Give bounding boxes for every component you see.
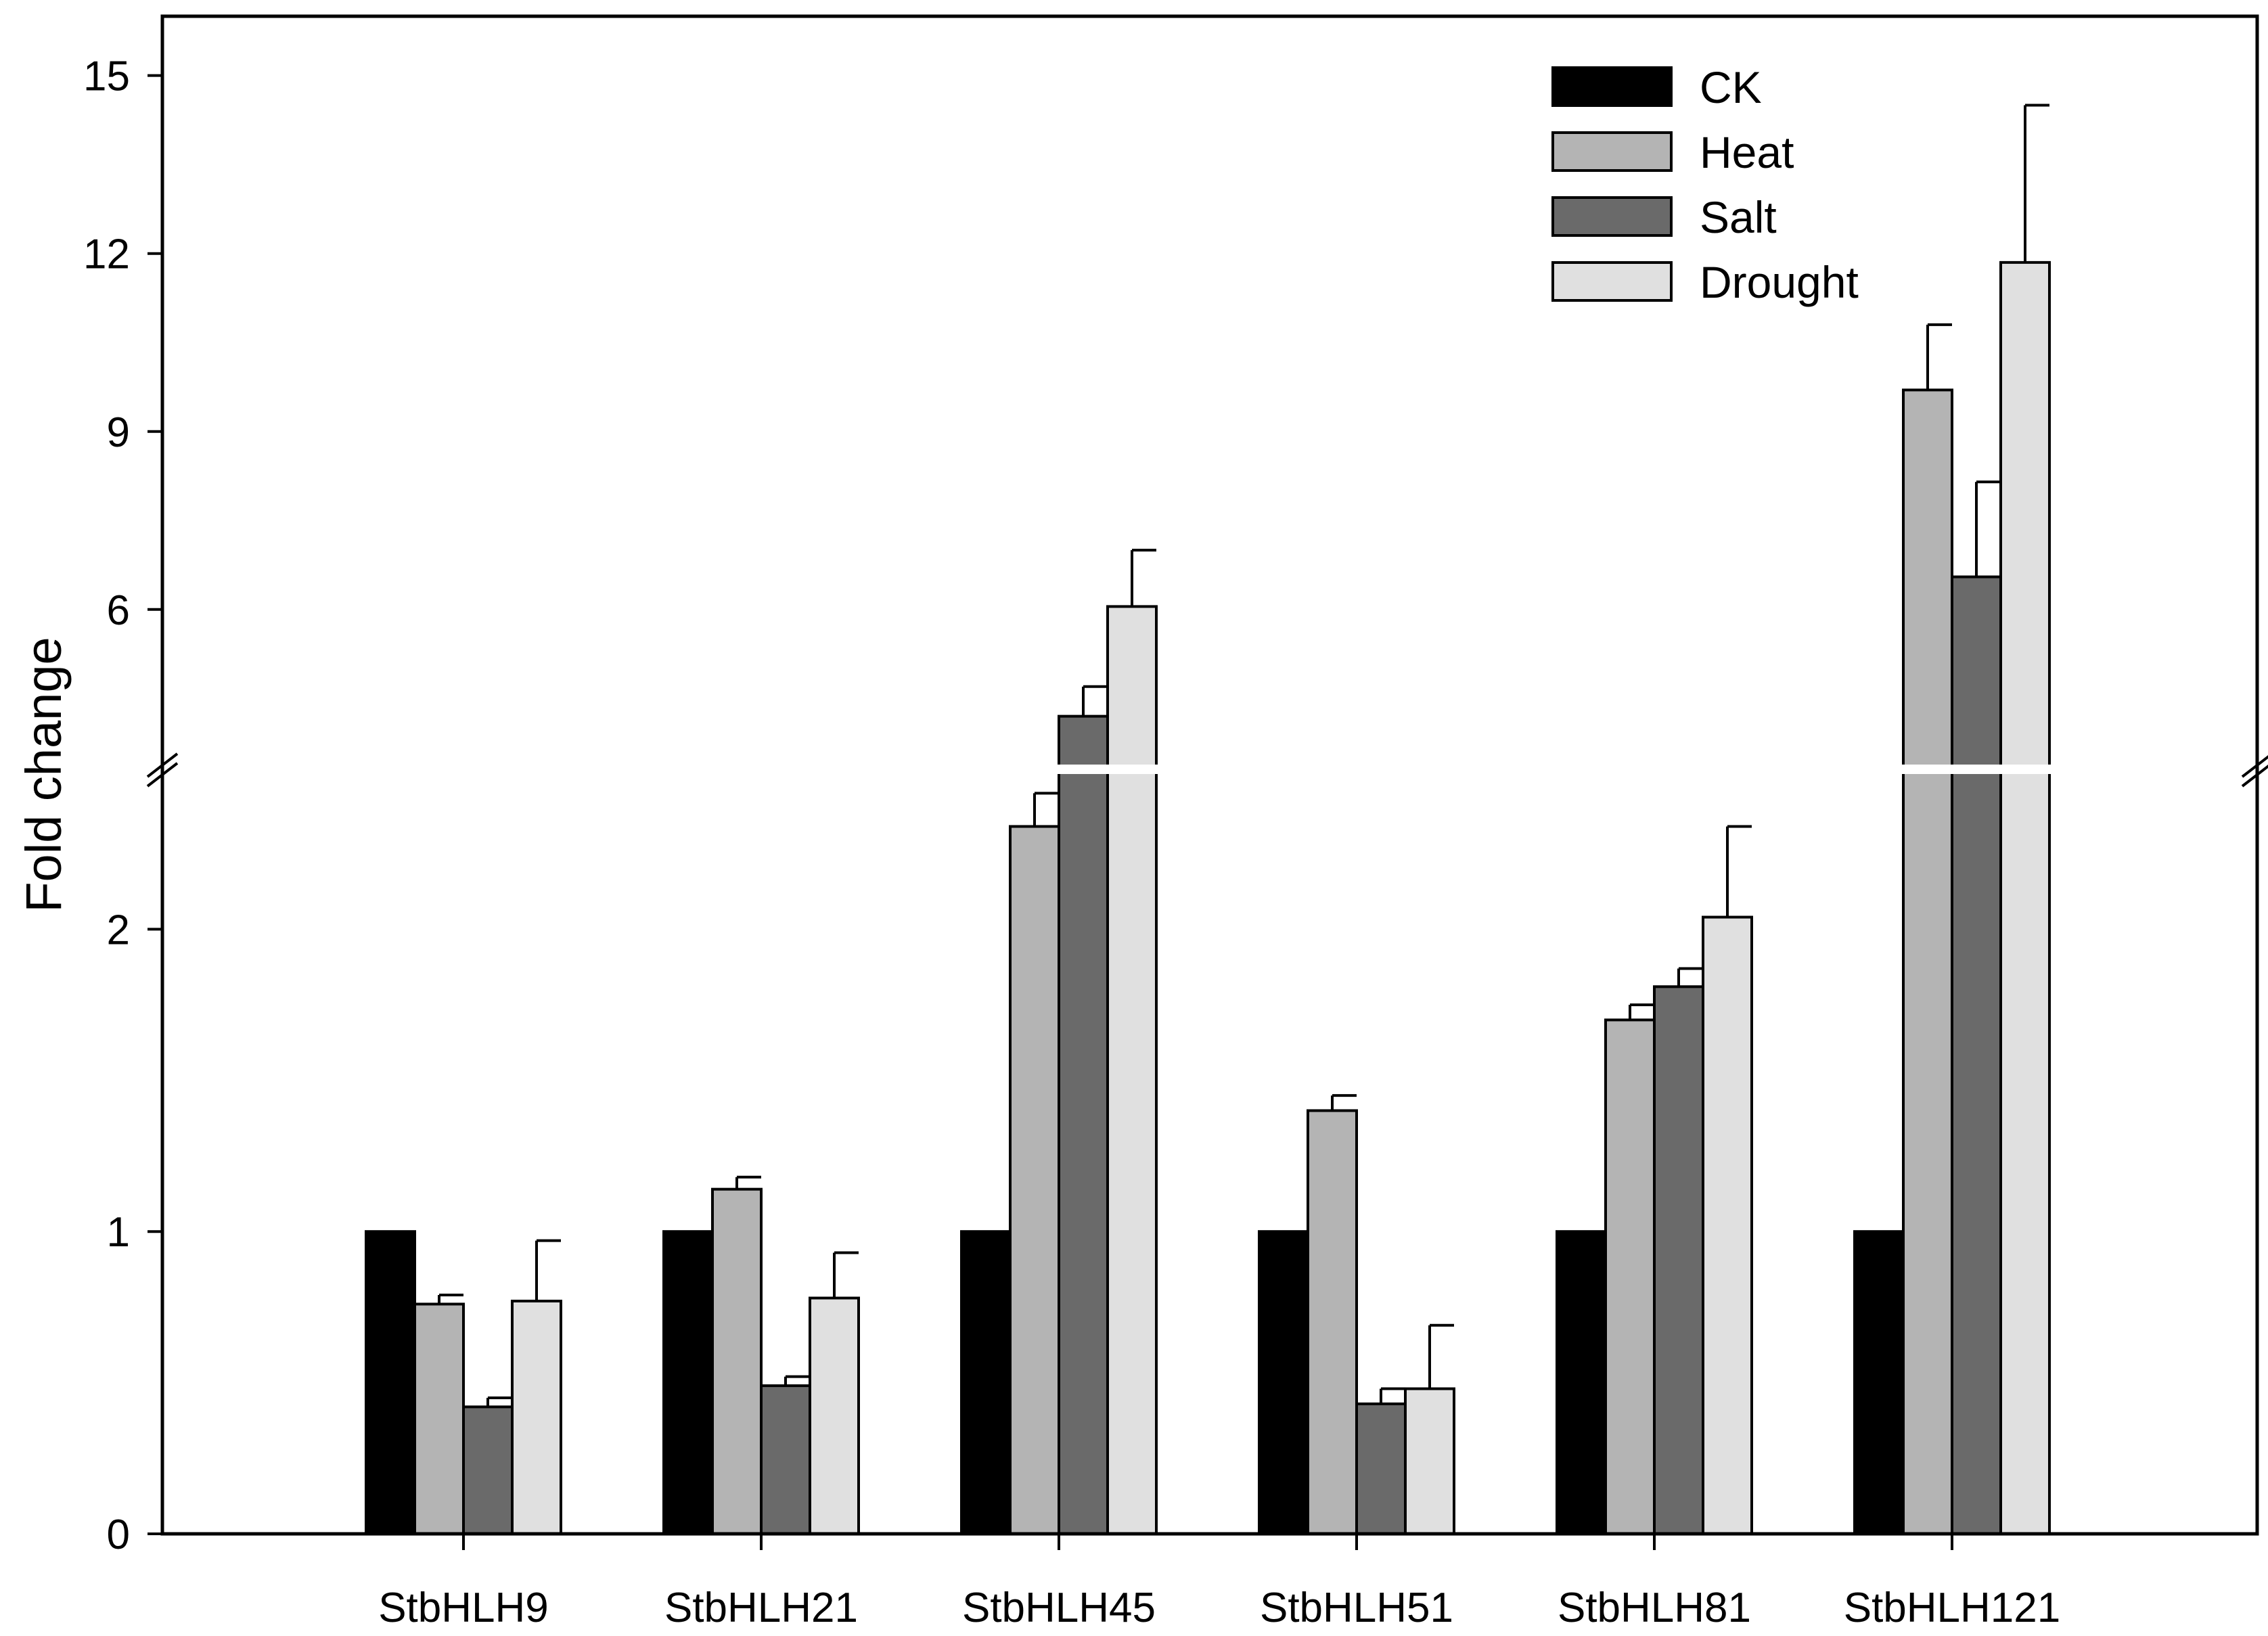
error-bar-drought-stbhlh81 (1726, 825, 1752, 917)
legend-entry-ck: CK (1551, 62, 1762, 112)
bar-ck-stbhlh9 (365, 1230, 416, 1535)
legend-entry-salt: Salt (1551, 192, 1777, 242)
x-tick-label: StbHLH9 (378, 1585, 549, 1631)
error-bar-salt-stbhlh45 (1082, 685, 1108, 717)
error-bar-salt-stbhlh51 (1380, 1387, 1405, 1404)
bars-layer (365, 260, 2051, 1536)
y-tick-label: 12 (83, 231, 130, 278)
bar-ck-stbhlh51 (1258, 1230, 1309, 1535)
bar-heat-stbhlh51 (1307, 1109, 1358, 1535)
bar-ck-stbhlh45 (960, 1230, 1012, 1535)
bar-salt-stbhlh121 (1951, 575, 2002, 1535)
y-tick-label: 15 (83, 53, 130, 100)
bar-salt-stbhlh81 (1653, 985, 1704, 1535)
x-tick-label: StbHLH121 (1844, 1585, 2061, 1631)
error-bar-drought-stbhlh21 (833, 1251, 859, 1298)
legend-label: Drought (1700, 257, 1859, 307)
bar-drought-stbhlh81 (1702, 915, 1753, 1535)
legend-swatch (1551, 196, 1673, 237)
y-tick-label: 1 (107, 1209, 130, 1256)
error-bar-drought-stbhlh121 (2024, 104, 2049, 263)
y-tick-label: 6 (107, 587, 130, 634)
error-bar-heat-stbhlh45 (1033, 792, 1059, 827)
legend: CK Heat Salt Drought (1551, 62, 1859, 307)
error-bar-heat-stbhlh51 (1331, 1094, 1357, 1111)
y-tick-label: 9 (107, 409, 130, 456)
bar-drought-stbhlh9 (511, 1299, 562, 1535)
error-bar-heat-stbhlh9 (438, 1294, 463, 1304)
legend-entry-drought: Drought (1551, 257, 1859, 307)
error-bar-salt-stbhlh121 (1975, 480, 2001, 577)
x-tick-label: StbHLH21 (664, 1585, 858, 1631)
y-tick-label: 2 (107, 907, 130, 953)
bar-drought-stbhlh51 (1404, 1387, 1455, 1535)
plot-frame (160, 14, 2259, 1536)
bar-ck-stbhlh121 (1853, 1230, 1905, 1535)
x-tick-label: StbHLH45 (962, 1585, 1156, 1631)
legend-label: Salt (1700, 192, 1777, 242)
error-bar-salt-stbhlh81 (1677, 967, 1703, 987)
legend-label: CK (1700, 62, 1762, 112)
bar-heat-stbhlh21 (711, 1187, 763, 1535)
axis-break-gap (164, 765, 2255, 774)
x-tick-label: StbHLH81 (1558, 1585, 1751, 1631)
bar-drought-stbhlh45 (1106, 605, 1158, 1535)
bar-salt-stbhlh51 (1355, 1402, 1407, 1535)
error-bar-drought-stbhlh9 (535, 1239, 561, 1301)
error-bar-drought-stbhlh45 (1131, 549, 1156, 607)
error-bar-drought-stbhlh51 (1428, 1323, 1454, 1389)
error-bar-heat-stbhlh21 (735, 1175, 761, 1189)
bar-heat-stbhlh81 (1604, 1018, 1656, 1535)
x-tick-label: StbHLH51 (1260, 1585, 1453, 1631)
bar-salt-stbhlh21 (760, 1384, 811, 1536)
bar-ck-stbhlh81 (1556, 1230, 1607, 1535)
legend-label: Heat (1700, 127, 1794, 177)
bar-heat-stbhlh9 (413, 1302, 465, 1535)
bar-ck-stbhlh21 (662, 1230, 714, 1535)
legend-entry-heat: Heat (1551, 127, 1794, 177)
legend-swatch (1551, 261, 1673, 302)
error-bar-heat-stbhlh121 (1926, 323, 1952, 390)
legend-swatch (1551, 131, 1673, 172)
legend-swatch (1551, 66, 1673, 107)
y-tick-label: 0 (107, 1512, 130, 1558)
x-ticks-layer: StbHLH9 StbHLH21 StbHLH45 StbHLH51 StbHLH81 S… (378, 1534, 2060, 1631)
error-bar-salt-stbhlh9 (486, 1396, 512, 1407)
bar-heat-stbhlh121 (1902, 388, 1953, 1535)
bar-salt-stbhlh9 (462, 1405, 514, 1535)
bar-drought-stbhlh21 (809, 1296, 860, 1535)
error-bar-salt-stbhlh21 (784, 1375, 810, 1386)
y-axis-title: Fold change (16, 637, 72, 912)
bar-salt-stbhlh45 (1058, 714, 1109, 1535)
bar-heat-stbhlh45 (1009, 825, 1060, 1535)
error-bar-heat-stbhlh81 (1629, 1003, 1654, 1020)
error-bars-layer (438, 104, 2049, 1407)
bar-drought-stbhlh121 (1999, 260, 2051, 1536)
